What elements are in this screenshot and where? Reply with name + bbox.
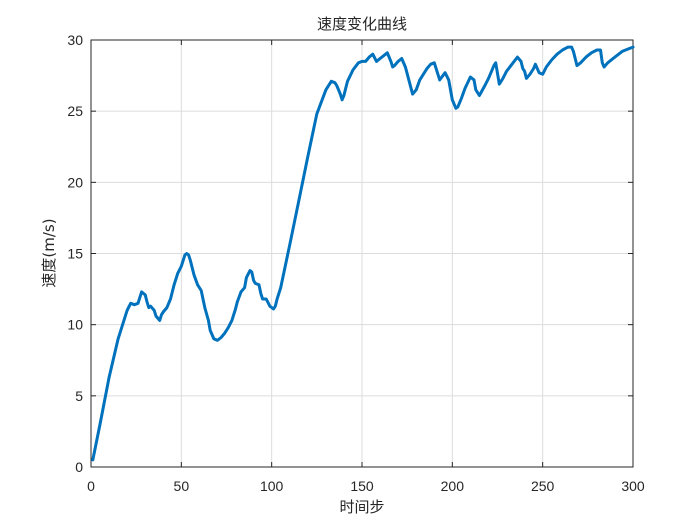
- y-tick-label-6: 30: [67, 32, 83, 48]
- y-tick-label-5: 25: [67, 103, 83, 119]
- x-tick-label-4: 200: [441, 478, 465, 494]
- y-axis-label: 速度(m/s): [40, 218, 58, 287]
- x-tick-label-2: 100: [260, 478, 284, 494]
- y-tick-label-1: 5: [75, 388, 83, 404]
- y-axis-ticks: 0 5 10 15 20 25 30: [67, 32, 633, 475]
- y-tick-label-4: 20: [67, 174, 83, 190]
- x-tick-label-0: 0: [87, 478, 95, 494]
- series-group: [91, 45, 635, 462]
- x-tick-label-3: 150: [350, 478, 374, 494]
- x-tick-label-5: 250: [531, 478, 555, 494]
- y-tick-label-3: 15: [67, 246, 83, 262]
- x-axis-label: 时间步: [339, 498, 384, 516]
- x-axis-ticks: 0 50 100 150 200 250 300: [87, 40, 645, 494]
- y-tick-label-0: 0: [75, 459, 83, 475]
- x-tick-label-1: 50: [174, 478, 190, 494]
- grid-lines: [91, 40, 633, 467]
- speed-series-line-0: [91, 45, 635, 462]
- chart-title: 速度变化曲线: [317, 15, 407, 33]
- x-tick-label-6: 300: [621, 478, 645, 494]
- y-tick-label-2: 10: [67, 317, 83, 333]
